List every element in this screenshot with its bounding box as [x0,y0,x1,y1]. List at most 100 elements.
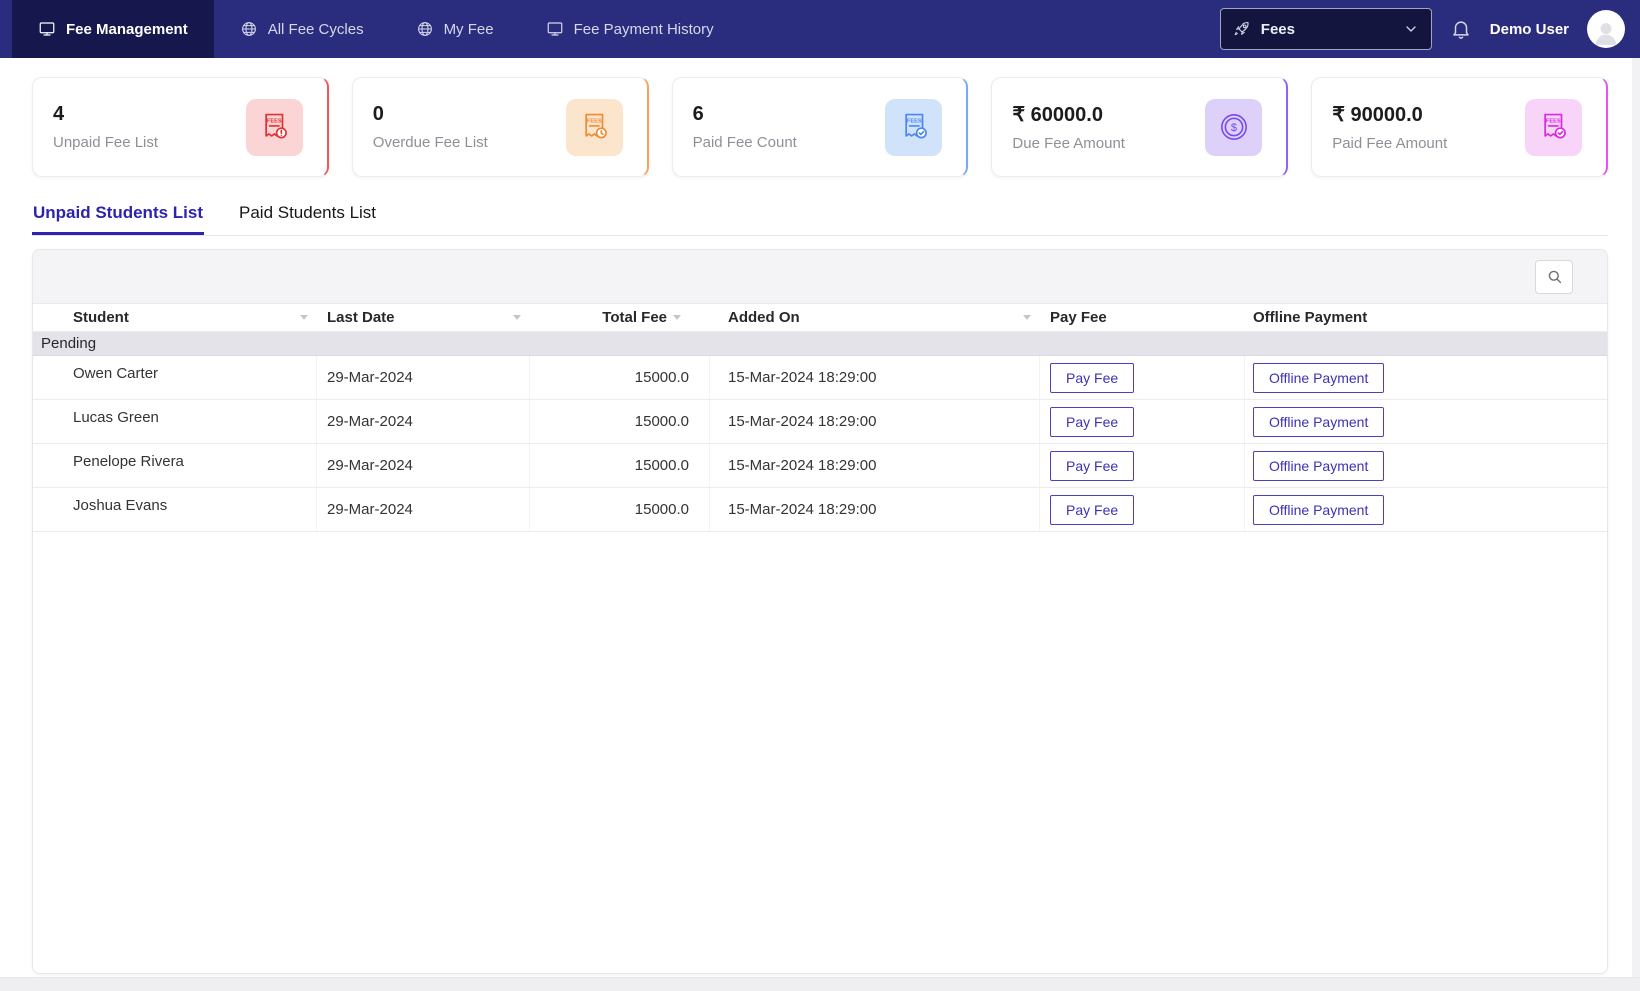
pay-fee-button[interactable]: Pay Fee [1050,495,1134,525]
cell-pay-fee: Pay Fee [1040,356,1245,399]
nav-items: Fee Management All Fee Cycles My Fee Fee… [0,0,1220,58]
pay-fee-button[interactable]: Pay Fee [1050,407,1134,437]
table-empty-area [33,532,1607,973]
stat-card-paid-fee-amount: ₹ 90000.0 Paid Fee Amount FEES [1311,77,1608,177]
cell-last-date: 29-Mar-2024 [317,444,530,487]
offline-payment-button[interactable]: Offline Payment [1253,495,1384,525]
stat-card-value: 4 [53,103,158,126]
cell-added-on: 15-Mar-2024 18:29:00 [710,400,1040,443]
nav-item-fee-management[interactable]: Fee Management [12,0,214,58]
rocket-icon [1233,20,1251,38]
cell-pay-fee: Pay Fee [1040,444,1245,487]
chevron-down-icon [1403,21,1419,37]
stat-card-overdue-fee-list: 0 Overdue Fee List FEES [352,77,649,177]
nav-item-label: My Fee [444,21,494,38]
cell-added-on: 15-Mar-2024 18:29:00 [710,444,1040,487]
top-navigation-bar: Fee Management All Fee Cycles My Fee Fee… [0,0,1640,58]
stat-card-label: Overdue Fee List [373,134,488,151]
cell-offline-payment: Offline Payment [1245,356,1607,399]
offline-payment-button[interactable]: Offline Payment [1253,407,1384,437]
cell-last-date: 29-Mar-2024 [317,356,530,399]
cell-student: Owen Carter [33,356,317,399]
sort-caret-icon [300,315,308,320]
nav-item-all-fee-cycles[interactable]: All Fee Cycles [214,0,390,58]
cell-pay-fee: Pay Fee [1040,400,1245,443]
nav-item-label: Fee Payment History [574,21,714,38]
nav-item-my-fee[interactable]: My Fee [390,0,520,58]
stat-card-label: Paid Fee Count [693,134,797,151]
svg-text:FEES: FEES [587,119,602,125]
table-row: Lucas Green 29-Mar-2024 15000.0 15-Mar-2… [33,400,1607,444]
column-header-last-date[interactable]: Last Date [317,304,530,331]
fees-receipt-alert-icon: FEES [246,99,303,156]
nav-right-section: Fees Demo User [1220,0,1640,58]
notification-bell-icon[interactable] [1450,18,1472,40]
user-name: Demo User [1490,21,1569,38]
sort-caret-icon [1023,315,1031,320]
table-row: Joshua Evans 29-Mar-2024 15000.0 15-Mar-… [33,488,1607,532]
table-rows: Owen Carter 29-Mar-2024 15000.0 15-Mar-2… [33,356,1607,532]
stat-card-label: Paid Fee Amount [1332,135,1447,152]
stat-card-label: Due Fee Amount [1012,135,1125,152]
cell-total-fee: 15000.0 [530,444,710,487]
cell-student: Joshua Evans [33,488,317,531]
cell-student: Penelope Rivera [33,444,317,487]
user-avatar[interactable] [1587,10,1625,48]
module-select-value: Fees [1261,21,1393,38]
globe-icon [240,20,258,38]
svg-text:FEES: FEES [267,119,282,125]
tabs-bar: Unpaid Students List Paid Students List [32,201,1608,236]
stat-card-unpaid-fee-list: 4 Unpaid Fee List FEES [32,77,329,177]
table-header-row: Student Last Date Total Fee Added On Pay… [33,304,1607,332]
cell-pay-fee: Pay Fee [1040,488,1245,531]
stat-card-value: ₹ 90000.0 [1332,102,1447,127]
stat-card-value: 0 [373,103,488,126]
cell-last-date: 29-Mar-2024 [317,400,530,443]
nav-item-label: Fee Management [66,21,188,38]
search-button[interactable] [1535,260,1573,294]
cell-total-fee: 15000.0 [530,400,710,443]
stat-card-label: Unpaid Fee List [53,134,158,151]
table-toolbar [33,250,1607,304]
group-row-pending[interactable]: Pending [33,332,1607,356]
cell-total-fee: 15000.0 [530,356,710,399]
search-icon [1546,268,1563,285]
table-row: Owen Carter 29-Mar-2024 15000.0 15-Mar-2… [33,356,1607,400]
monitor-icon [546,20,564,38]
horizontal-scrollbar[interactable] [0,977,1640,991]
tab-paid-students-list[interactable]: Paid Students List [238,201,377,235]
module-select-dropdown[interactable]: Fees [1220,8,1432,50]
fees-receipt-clock-icon: FEES [566,99,623,156]
pay-fee-button[interactable]: Pay Fee [1050,451,1134,481]
cell-total-fee: 15000.0 [530,488,710,531]
svg-text:$: $ [1231,122,1237,134]
column-header-offline-payment[interactable]: Offline Payment [1245,304,1607,331]
cell-offline-payment: Offline Payment [1245,488,1607,531]
tab-unpaid-students-list[interactable]: Unpaid Students List [32,201,204,235]
globe-icon [416,20,434,38]
cell-student: Lucas Green [33,400,317,443]
vertical-scrollbar[interactable] [1632,58,1640,977]
nav-item-fee-payment-history[interactable]: Fee Payment History [520,0,740,58]
cell-last-date: 29-Mar-2024 [317,488,530,531]
table-row: Penelope Rivera 29-Mar-2024 15000.0 15-M… [33,444,1607,488]
cell-offline-payment: Offline Payment [1245,444,1607,487]
svg-text:FEES: FEES [907,119,922,125]
offline-payment-button[interactable]: Offline Payment [1253,451,1384,481]
fees-receipt-check-icon: FEES [885,99,942,156]
pay-fee-button[interactable]: Pay Fee [1050,363,1134,393]
cell-offline-payment: Offline Payment [1245,400,1607,443]
stat-card-due-fee-amount: ₹ 60000.0 Due Fee Amount $ [991,77,1288,177]
column-header-added-on[interactable]: Added On [710,304,1040,331]
dollar-coin-icon: $ [1205,99,1262,156]
sort-caret-icon [673,315,681,320]
column-header-total-fee[interactable]: Total Fee [530,304,710,331]
stat-card-paid-fee-count: 6 Paid Fee Count FEES [672,77,969,177]
column-header-student[interactable]: Student [33,304,317,331]
stat-card-value: ₹ 60000.0 [1012,102,1125,127]
stat-cards-row: 4 Unpaid Fee List FEES 0 Overdue Fee Lis… [32,77,1608,177]
offline-payment-button[interactable]: Offline Payment [1253,363,1384,393]
cell-added-on: 15-Mar-2024 18:29:00 [710,356,1040,399]
column-header-pay-fee[interactable]: Pay Fee [1040,304,1245,331]
stat-card-value: 6 [693,103,797,126]
